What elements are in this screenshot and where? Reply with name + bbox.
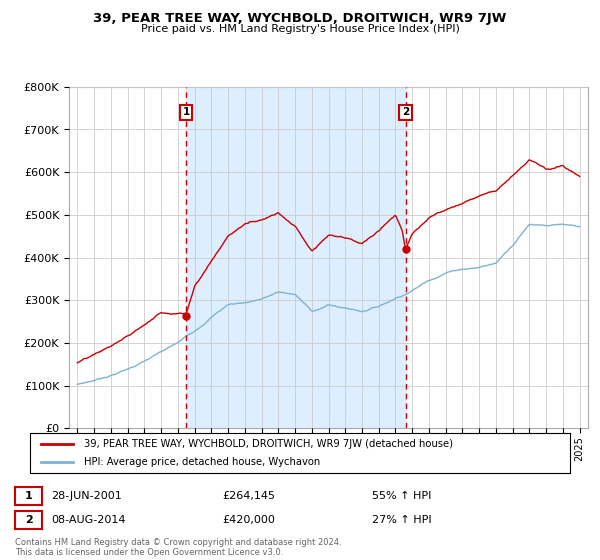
Text: £264,145: £264,145	[222, 491, 275, 501]
Text: 2: 2	[25, 515, 32, 525]
Text: 1: 1	[182, 108, 190, 118]
Text: 2: 2	[402, 108, 409, 118]
Bar	[186, 87, 406, 428]
Text: 39, PEAR TREE WAY, WYCHBOLD, DROITWICH, WR9 7JW: 39, PEAR TREE WAY, WYCHBOLD, DROITWICH, …	[94, 12, 506, 25]
Text: HPI: Average price, detached house, Wychavon: HPI: Average price, detached house, Wych…	[84, 457, 320, 467]
Text: 27% ↑ HPI: 27% ↑ HPI	[372, 515, 431, 525]
Text: 55% ↑ HPI: 55% ↑ HPI	[372, 491, 431, 501]
Text: Price paid vs. HM Land Registry's House Price Index (HPI): Price paid vs. HM Land Registry's House …	[140, 24, 460, 34]
Text: 39, PEAR TREE WAY, WYCHBOLD, DROITWICH, WR9 7JW (detached house): 39, PEAR TREE WAY, WYCHBOLD, DROITWICH, …	[84, 439, 453, 449]
Text: 1: 1	[25, 491, 32, 501]
Text: Contains HM Land Registry data © Crown copyright and database right 2024.
This d: Contains HM Land Registry data © Crown c…	[15, 538, 341, 557]
Text: 28-JUN-2001: 28-JUN-2001	[51, 491, 122, 501]
Text: 08-AUG-2014: 08-AUG-2014	[51, 515, 125, 525]
Text: £420,000: £420,000	[222, 515, 275, 525]
